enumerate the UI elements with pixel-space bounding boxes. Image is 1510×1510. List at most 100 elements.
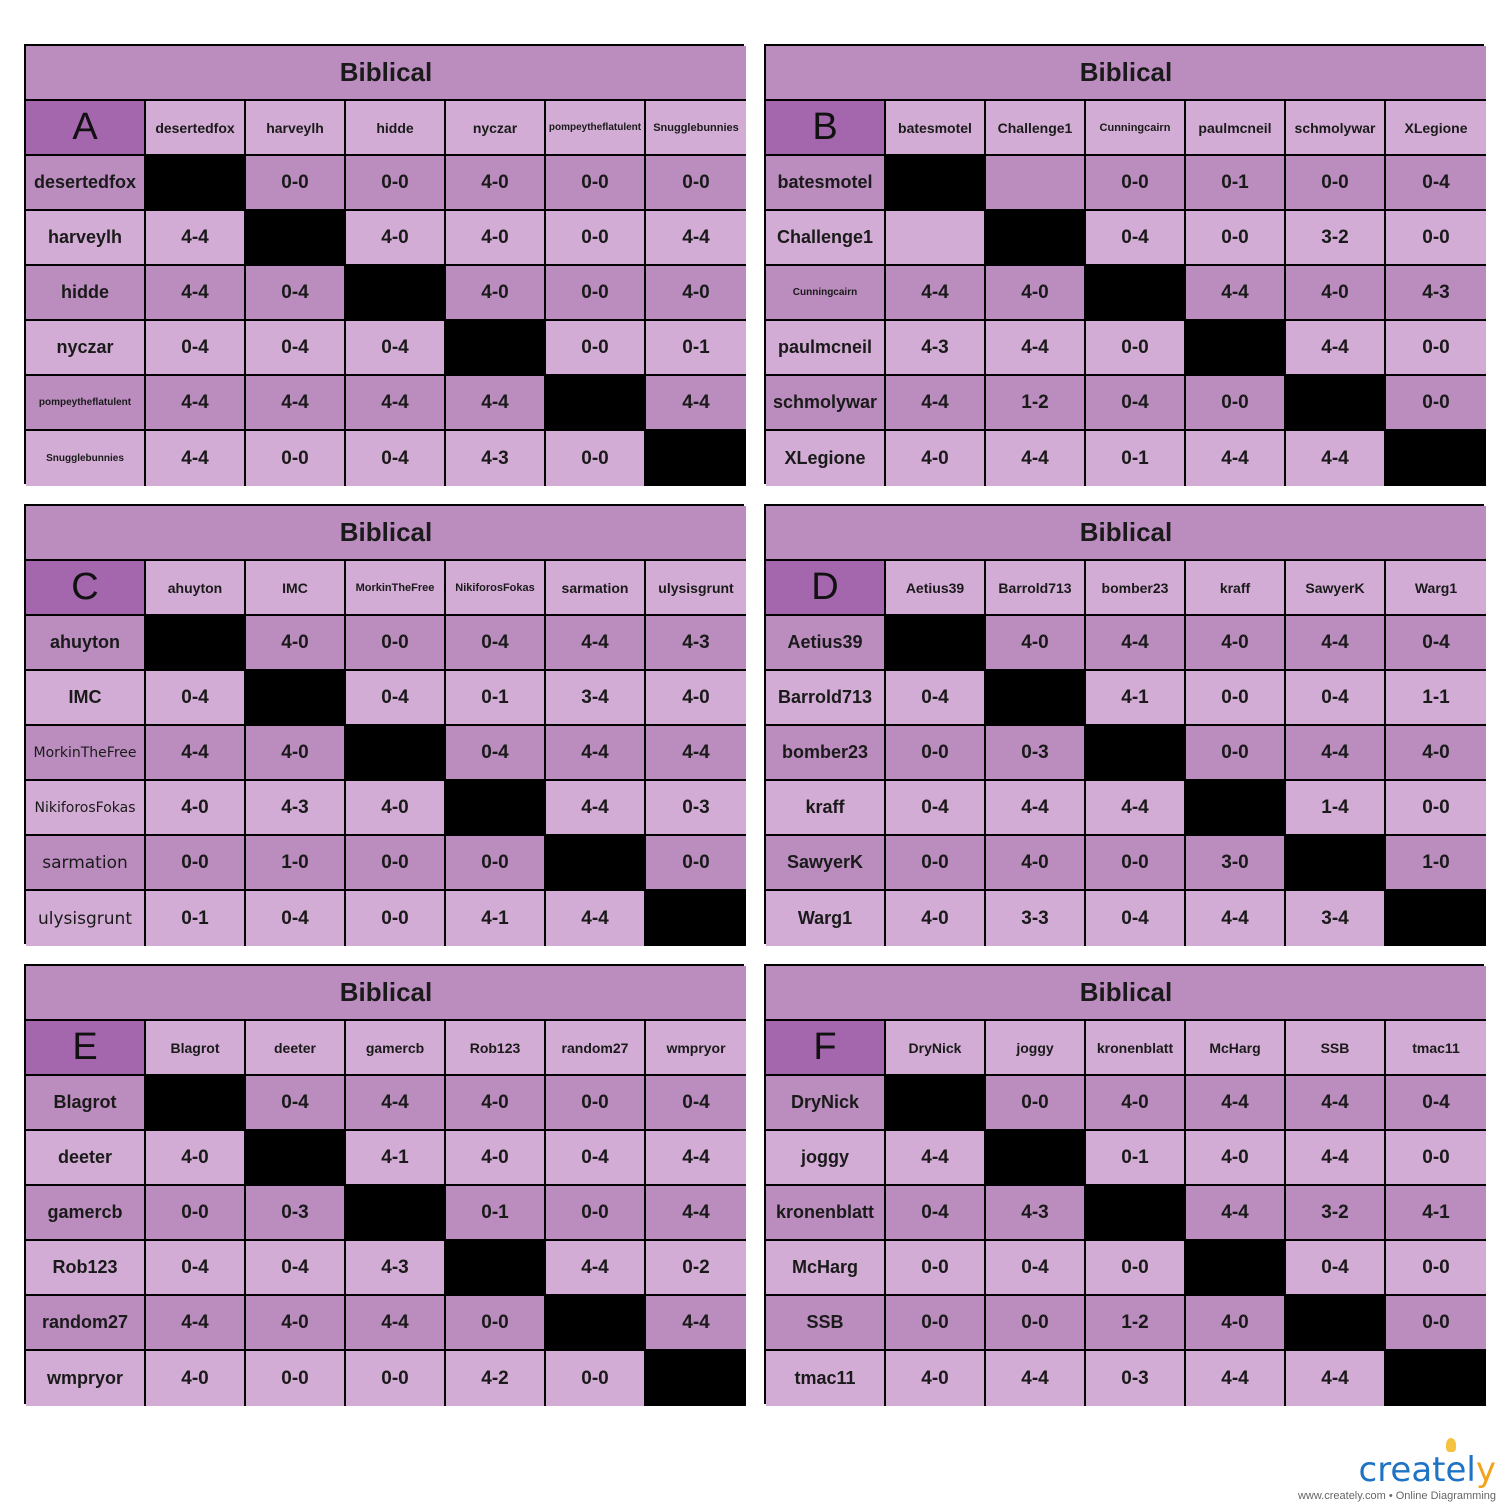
result-cell: 0-4 [246,266,346,321]
column-header-player: schmolywar [1286,101,1386,156]
result-cell: 3-2 [1286,211,1386,266]
result-cell: 0-0 [546,211,646,266]
result-cell: 3-0 [1186,836,1286,891]
result-cell: 4-0 [346,211,446,266]
result-cell: 4-4 [646,1296,746,1351]
result-cell: 0-0 [246,1351,346,1406]
row-header-player: sarmation [26,836,146,891]
result-cell: 4-3 [646,616,746,671]
result-cell: 4-4 [1186,891,1286,946]
result-cell: 4-4 [646,211,746,266]
result-cell: 0-2 [646,1241,746,1296]
result-cell: 4-4 [1286,1351,1386,1406]
result-cell: 4-0 [446,156,546,211]
result-cell: 0-0 [1386,781,1486,836]
result-cell: 1-0 [1386,836,1486,891]
diagonal-cell [246,671,346,726]
result-cell: 0-4 [446,726,546,781]
result-cell: 0-0 [1086,836,1186,891]
row-header-player: random27 [26,1296,146,1351]
result-cell: 4-0 [246,616,346,671]
result-cell: 0-0 [546,266,646,321]
row-header-player: batesmotel [766,156,886,211]
logo-tagline: www.creately.com • Online Diagramming [1297,1490,1496,1502]
result-cell: 0-0 [1086,156,1186,211]
row-header-player: Barrold713 [766,671,886,726]
result-cell: 4-4 [146,266,246,321]
result-cell: 0-4 [246,891,346,946]
column-header-player: random27 [546,1021,646,1076]
diagonal-cell [146,1076,246,1131]
result-cell: 4-4 [1286,431,1386,486]
result-cell: 4-0 [1186,1131,1286,1186]
result-cell: 4-0 [986,266,1086,321]
row-header-player: Cunningcairn [766,266,886,321]
result-cell: 0-0 [346,836,446,891]
diagonal-cell [546,376,646,431]
diagonal-cell [886,616,986,671]
result-cell: 4-4 [646,376,746,431]
diagonal-cell [1286,376,1386,431]
result-cell: 0-0 [646,836,746,891]
result-cell: 4-0 [886,891,986,946]
result-cell: 4-0 [886,431,986,486]
row-header-player: tmac11 [766,1351,886,1406]
result-cell: 4-1 [446,891,546,946]
row-header-player: McHarg [766,1241,886,1296]
result-cell: 4-0 [146,781,246,836]
result-cell: 4-4 [246,376,346,431]
diagonal-cell [146,156,246,211]
result-cell: 4-0 [986,616,1086,671]
result-cell: 0-0 [346,891,446,946]
result-cell: 4-1 [1386,1186,1486,1241]
diagonal-cell [446,1241,546,1296]
row-header-player: hidde [26,266,146,321]
result-cell: 0-4 [346,431,446,486]
diagonal-cell [1086,1186,1186,1241]
result-cell: 0-4 [1286,1241,1386,1296]
result-cell: 0-0 [146,836,246,891]
diagonal-cell [246,211,346,266]
result-cell [986,156,1086,211]
group-letter: B [766,101,886,156]
result-cell: 4-4 [886,376,986,431]
result-cell: 4-4 [346,1296,446,1351]
column-header-player: Barrold713 [986,561,1086,616]
row-header-player: DryNick [766,1076,886,1131]
row-header-player: schmolywar [766,376,886,431]
row-header-player: SawyerK [766,836,886,891]
diagonal-cell [1186,321,1286,376]
result-cell: 0-4 [1386,616,1486,671]
group-letter: E [26,1021,146,1076]
result-cell: 0-0 [446,1296,546,1351]
diagonal-cell [346,266,446,321]
result-cell: 4-3 [1386,266,1486,321]
result-cell: 4-0 [646,266,746,321]
row-header-player: Snugglebunnies [26,431,146,486]
result-cell: 0-1 [146,891,246,946]
result-cell: 0-0 [1186,726,1286,781]
result-cell: 0-0 [1086,1241,1186,1296]
diagonal-cell [646,431,746,486]
result-cell: 4-0 [446,1076,546,1131]
column-header-player: batesmotel [886,101,986,156]
result-cell: 4-0 [246,1296,346,1351]
group-letter: A [26,101,146,156]
result-cell: 4-4 [1186,1076,1286,1131]
column-header-player: harveylh [246,101,346,156]
result-cell: 0-0 [346,1351,446,1406]
result-cell: 0-0 [146,1186,246,1241]
diagonal-cell [446,321,546,376]
result-cell: 4-0 [146,1351,246,1406]
group-letter: F [766,1021,886,1076]
column-header-player: desertedfox [146,101,246,156]
row-header-player: deeter [26,1131,146,1186]
result-cell: 4-4 [986,321,1086,376]
row-header-player: paulmcneil [766,321,886,376]
group-title: Biblical [26,966,746,1021]
result-cell: 0-0 [546,1076,646,1131]
diagonal-cell [346,1186,446,1241]
diagonal-cell [1186,781,1286,836]
result-cell: 0-0 [546,156,646,211]
